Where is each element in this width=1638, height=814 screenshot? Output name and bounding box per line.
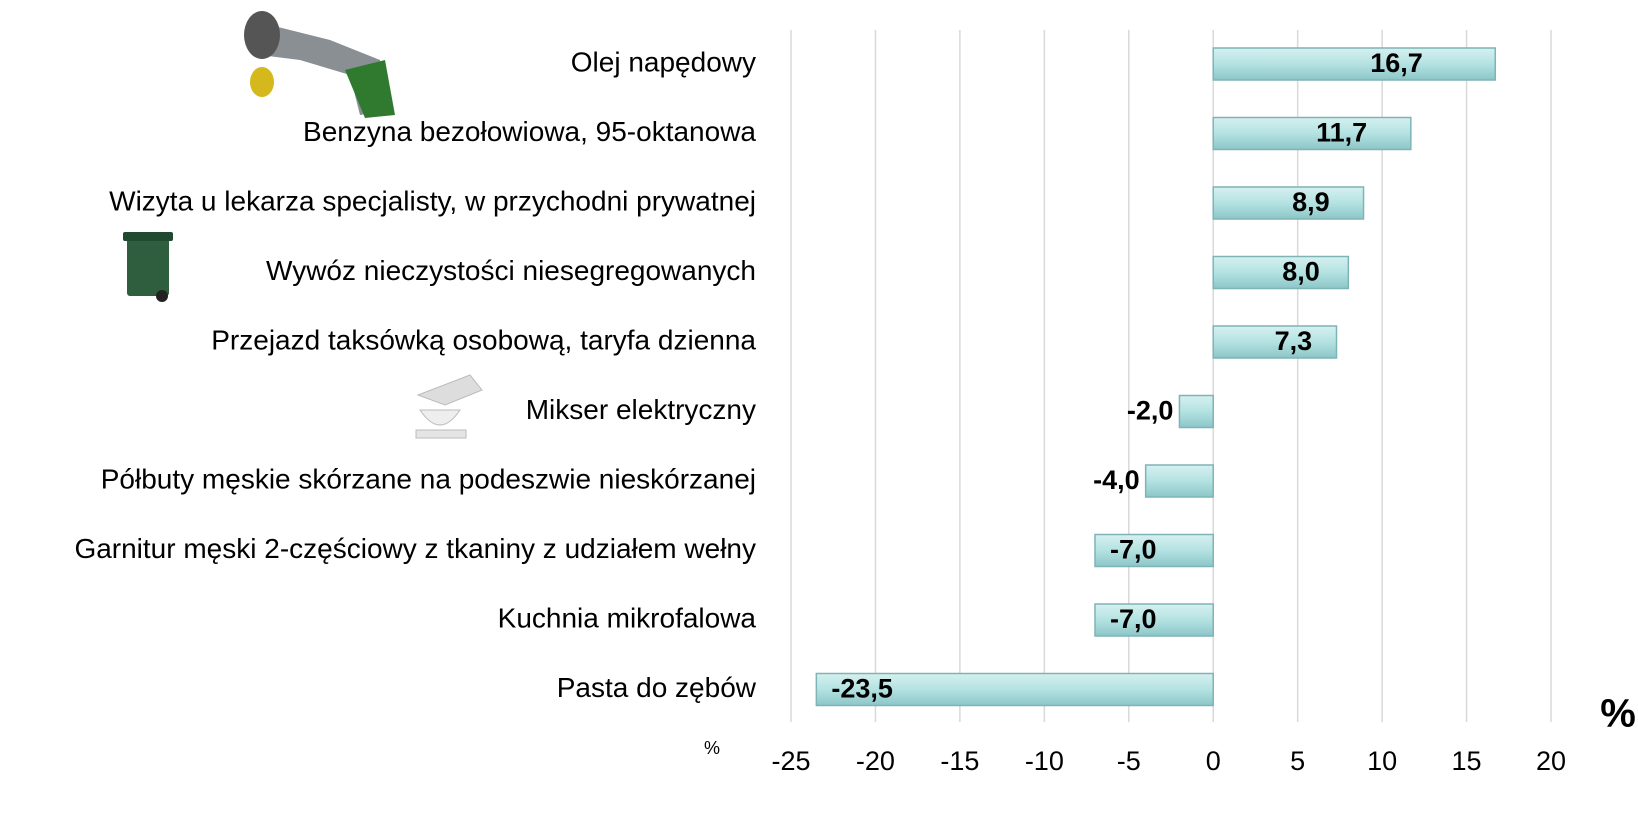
value-label: 8,9 xyxy=(1292,187,1330,217)
bar xyxy=(1212,186,1365,220)
icon-mixer xyxy=(415,374,483,439)
x-tick-label: -5 xyxy=(1117,746,1141,776)
value-label: 11,7 xyxy=(1316,118,1367,148)
bar xyxy=(1094,603,1214,637)
category-label: Pasta do zębów xyxy=(557,672,757,703)
category-label: Mikser elektryczny xyxy=(526,394,756,425)
x-tick-label: -20 xyxy=(856,746,895,776)
value-label: -7,0 xyxy=(1110,604,1157,634)
value-label: -4,0 xyxy=(1093,465,1140,495)
bar xyxy=(1212,116,1412,151)
value-label: -23,5 xyxy=(831,674,893,704)
x-tick-label: -15 xyxy=(940,746,979,776)
bar xyxy=(1212,325,1338,359)
icon-bin xyxy=(123,232,173,302)
category-label: Olej napędowy xyxy=(571,46,756,77)
bar xyxy=(1212,47,1497,81)
x-tick-label: -25 xyxy=(771,746,810,776)
bar xyxy=(1094,533,1214,568)
category-label: Wywóz nieczystości niesegregowanych xyxy=(266,255,756,286)
category-label: Garnitur męski 2-częściowy z tkaniny z u… xyxy=(74,533,756,564)
axis-unit: % xyxy=(1600,692,1636,736)
value-label: -2,0 xyxy=(1127,396,1174,426)
x-tick-label: 0 xyxy=(1206,746,1221,776)
category-label: Wizyta u lekarza specjalisty, w przychod… xyxy=(109,185,756,216)
x-tick-label: -10 xyxy=(1025,746,1064,776)
category-label: Kuchnia mikrofalowa xyxy=(498,602,757,633)
x-tick-label: 20 xyxy=(1536,746,1566,776)
x-tick-label: 10 xyxy=(1367,746,1397,776)
value-label: 8,0 xyxy=(1282,257,1320,287)
value-label: 7,3 xyxy=(1275,326,1313,356)
value-label: -7,0 xyxy=(1110,535,1157,565)
category-label: Półbuty męskie skórzane na podeszwie nie… xyxy=(101,463,756,494)
icon-fuel-nozzle xyxy=(244,11,395,118)
x-tick-label: 15 xyxy=(1452,746,1482,776)
bar xyxy=(815,672,1214,707)
bar xyxy=(1212,255,1350,290)
x-tick-label: 5 xyxy=(1290,746,1305,776)
category-label: Benzyna bezołowiowa, 95-oktanowa xyxy=(303,116,756,147)
axis-unit-small: % xyxy=(704,738,720,758)
bar xyxy=(1144,464,1214,498)
category-label: Przejazd taksówką osobową, taryfa dzienn… xyxy=(211,324,756,355)
bar xyxy=(1178,394,1214,429)
value-label: 16,7 xyxy=(1370,48,1423,78)
